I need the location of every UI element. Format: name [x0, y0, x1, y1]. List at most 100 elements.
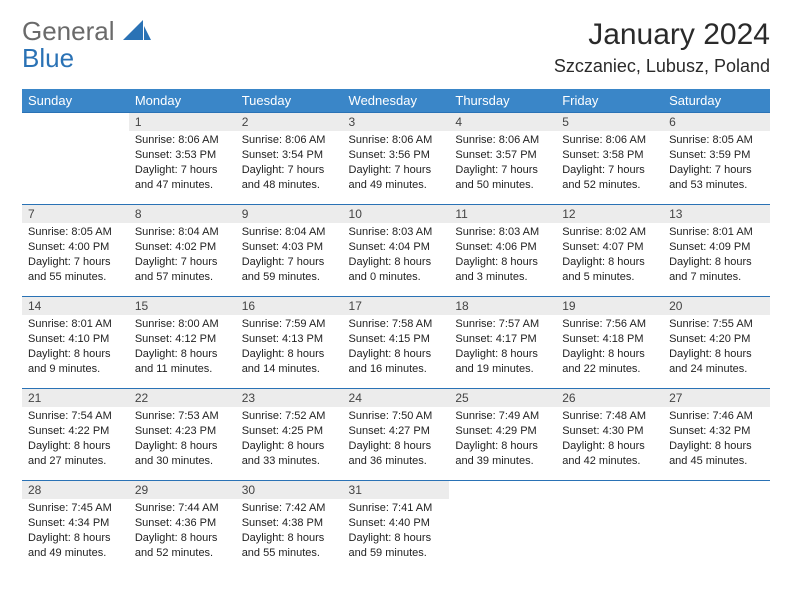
logo-general: General: [22, 16, 115, 46]
calendar-empty-cell: [556, 481, 663, 573]
calendar-day-cell: 5Sunrise: 8:06 AMSunset: 3:58 PMDaylight…: [556, 113, 663, 205]
day-details: Sunrise: 7:54 AMSunset: 4:22 PMDaylight:…: [22, 407, 129, 472]
day-number: 17: [343, 297, 450, 315]
calendar-day-cell: 28Sunrise: 7:45 AMSunset: 4:34 PMDayligh…: [22, 481, 129, 573]
calendar-day-cell: 22Sunrise: 7:53 AMSunset: 4:23 PMDayligh…: [129, 389, 236, 481]
day-details: Sunrise: 8:04 AMSunset: 4:03 PMDaylight:…: [236, 223, 343, 288]
logo-blue: Blue: [22, 43, 74, 73]
day-details: Sunrise: 7:42 AMSunset: 4:38 PMDaylight:…: [236, 499, 343, 564]
logo-sail-icon: [123, 20, 151, 45]
day-details: Sunrise: 7:52 AMSunset: 4:25 PMDaylight:…: [236, 407, 343, 472]
calendar-week-row: 1Sunrise: 8:06 AMSunset: 3:53 PMDaylight…: [22, 113, 770, 205]
day-number: 15: [129, 297, 236, 315]
calendar-day-cell: 7Sunrise: 8:05 AMSunset: 4:00 PMDaylight…: [22, 205, 129, 297]
day-details: Sunrise: 7:56 AMSunset: 4:18 PMDaylight:…: [556, 315, 663, 380]
day-details: Sunrise: 7:59 AMSunset: 4:13 PMDaylight:…: [236, 315, 343, 380]
day-details: Sunrise: 8:03 AMSunset: 4:04 PMDaylight:…: [343, 223, 450, 288]
day-number: 16: [236, 297, 343, 315]
day-details: Sunrise: 7:46 AMSunset: 4:32 PMDaylight:…: [663, 407, 770, 472]
day-number: 25: [449, 389, 556, 407]
calendar-day-cell: 10Sunrise: 8:03 AMSunset: 4:04 PMDayligh…: [343, 205, 450, 297]
weekday-header: Monday: [129, 89, 236, 113]
calendar-day-cell: 21Sunrise: 7:54 AMSunset: 4:22 PMDayligh…: [22, 389, 129, 481]
calendar-empty-cell: [663, 481, 770, 573]
day-number: 1: [129, 113, 236, 131]
weekday-header: Friday: [556, 89, 663, 113]
day-number: 7: [22, 205, 129, 223]
calendar-day-cell: 19Sunrise: 7:56 AMSunset: 4:18 PMDayligh…: [556, 297, 663, 389]
day-number: 19: [556, 297, 663, 315]
day-details: Sunrise: 8:01 AMSunset: 4:10 PMDaylight:…: [22, 315, 129, 380]
day-details: Sunrise: 8:05 AMSunset: 3:59 PMDaylight:…: [663, 131, 770, 196]
day-number: 18: [449, 297, 556, 315]
day-number: 12: [556, 205, 663, 223]
day-details: Sunrise: 8:05 AMSunset: 4:00 PMDaylight:…: [22, 223, 129, 288]
calendar-day-cell: 9Sunrise: 8:04 AMSunset: 4:03 PMDaylight…: [236, 205, 343, 297]
calendar-day-cell: 4Sunrise: 8:06 AMSunset: 3:57 PMDaylight…: [449, 113, 556, 205]
day-details: Sunrise: 7:48 AMSunset: 4:30 PMDaylight:…: [556, 407, 663, 472]
day-details: Sunrise: 8:02 AMSunset: 4:07 PMDaylight:…: [556, 223, 663, 288]
day-number: 8: [129, 205, 236, 223]
calendar-day-cell: 17Sunrise: 7:58 AMSunset: 4:15 PMDayligh…: [343, 297, 450, 389]
day-number: 29: [129, 481, 236, 499]
calendar-day-cell: 18Sunrise: 7:57 AMSunset: 4:17 PMDayligh…: [449, 297, 556, 389]
day-number: 3: [343, 113, 450, 131]
calendar-day-cell: 31Sunrise: 7:41 AMSunset: 4:40 PMDayligh…: [343, 481, 450, 573]
day-details: Sunrise: 7:55 AMSunset: 4:20 PMDaylight:…: [663, 315, 770, 380]
day-details: Sunrise: 8:06 AMSunset: 3:56 PMDaylight:…: [343, 131, 450, 196]
day-details: Sunrise: 8:06 AMSunset: 3:54 PMDaylight:…: [236, 131, 343, 196]
calendar-day-cell: 1Sunrise: 8:06 AMSunset: 3:53 PMDaylight…: [129, 113, 236, 205]
calendar-week-row: 7Sunrise: 8:05 AMSunset: 4:00 PMDaylight…: [22, 205, 770, 297]
day-details: Sunrise: 7:53 AMSunset: 4:23 PMDaylight:…: [129, 407, 236, 472]
day-number: 28: [22, 481, 129, 499]
calendar-day-cell: 11Sunrise: 8:03 AMSunset: 4:06 PMDayligh…: [449, 205, 556, 297]
calendar-day-cell: 20Sunrise: 7:55 AMSunset: 4:20 PMDayligh…: [663, 297, 770, 389]
calendar-day-cell: 2Sunrise: 8:06 AMSunset: 3:54 PMDaylight…: [236, 113, 343, 205]
page-title: January 2024: [554, 18, 770, 52]
calendar-day-cell: 12Sunrise: 8:02 AMSunset: 4:07 PMDayligh…: [556, 205, 663, 297]
calendar-day-cell: 25Sunrise: 7:49 AMSunset: 4:29 PMDayligh…: [449, 389, 556, 481]
calendar-empty-cell: [449, 481, 556, 573]
day-number: 21: [22, 389, 129, 407]
day-number: 31: [343, 481, 450, 499]
logo: General Blue: [22, 18, 151, 72]
day-number: 13: [663, 205, 770, 223]
calendar-day-cell: 6Sunrise: 8:05 AMSunset: 3:59 PMDaylight…: [663, 113, 770, 205]
weekday-header: Thursday: [449, 89, 556, 113]
calendar-day-cell: 30Sunrise: 7:42 AMSunset: 4:38 PMDayligh…: [236, 481, 343, 573]
day-details: Sunrise: 7:58 AMSunset: 4:15 PMDaylight:…: [343, 315, 450, 380]
calendar-week-row: 28Sunrise: 7:45 AMSunset: 4:34 PMDayligh…: [22, 481, 770, 573]
day-number: 20: [663, 297, 770, 315]
day-number: 26: [556, 389, 663, 407]
calendar-header-row: SundayMondayTuesdayWednesdayThursdayFrid…: [22, 89, 770, 113]
calendar-day-cell: 26Sunrise: 7:48 AMSunset: 4:30 PMDayligh…: [556, 389, 663, 481]
day-number: 4: [449, 113, 556, 131]
calendar-day-cell: 3Sunrise: 8:06 AMSunset: 3:56 PMDaylight…: [343, 113, 450, 205]
day-details: Sunrise: 8:06 AMSunset: 3:57 PMDaylight:…: [449, 131, 556, 196]
calendar-day-cell: 27Sunrise: 7:46 AMSunset: 4:32 PMDayligh…: [663, 389, 770, 481]
calendar-week-row: 14Sunrise: 8:01 AMSunset: 4:10 PMDayligh…: [22, 297, 770, 389]
day-details: Sunrise: 8:06 AMSunset: 3:53 PMDaylight:…: [129, 131, 236, 196]
day-details: Sunrise: 7:41 AMSunset: 4:40 PMDaylight:…: [343, 499, 450, 564]
day-number: 24: [343, 389, 450, 407]
weekday-header: Saturday: [663, 89, 770, 113]
day-number: 11: [449, 205, 556, 223]
day-number: 6: [663, 113, 770, 131]
day-details: Sunrise: 7:57 AMSunset: 4:17 PMDaylight:…: [449, 315, 556, 380]
calendar-day-cell: 23Sunrise: 7:52 AMSunset: 4:25 PMDayligh…: [236, 389, 343, 481]
day-number: 27: [663, 389, 770, 407]
day-details: Sunrise: 7:49 AMSunset: 4:29 PMDaylight:…: [449, 407, 556, 472]
day-details: Sunrise: 7:44 AMSunset: 4:36 PMDaylight:…: [129, 499, 236, 564]
day-number: 10: [343, 205, 450, 223]
day-number: 30: [236, 481, 343, 499]
calendar-week-row: 21Sunrise: 7:54 AMSunset: 4:22 PMDayligh…: [22, 389, 770, 481]
calendar-day-cell: 15Sunrise: 8:00 AMSunset: 4:12 PMDayligh…: [129, 297, 236, 389]
day-details: Sunrise: 8:00 AMSunset: 4:12 PMDaylight:…: [129, 315, 236, 380]
day-number: 2: [236, 113, 343, 131]
calendar-day-cell: 29Sunrise: 7:44 AMSunset: 4:36 PMDayligh…: [129, 481, 236, 573]
calendar-day-cell: 16Sunrise: 7:59 AMSunset: 4:13 PMDayligh…: [236, 297, 343, 389]
day-number: 9: [236, 205, 343, 223]
day-details: Sunrise: 8:03 AMSunset: 4:06 PMDaylight:…: [449, 223, 556, 288]
day-details: Sunrise: 8:01 AMSunset: 4:09 PMDaylight:…: [663, 223, 770, 288]
weekday-header: Sunday: [22, 89, 129, 113]
